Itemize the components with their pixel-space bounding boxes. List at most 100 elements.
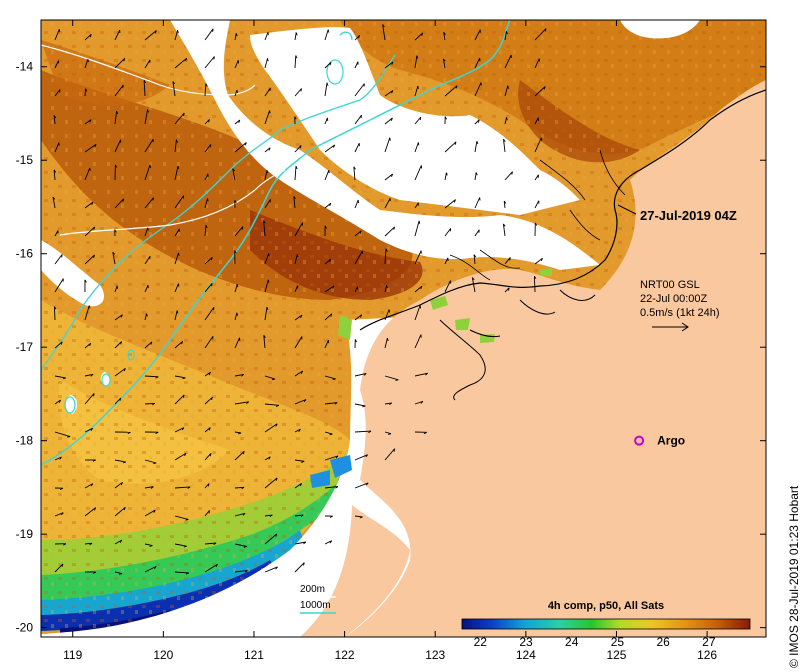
current-vector-head: [303, 562, 305, 566]
current-vector: [144, 543, 153, 547]
current-vector-head: [507, 287, 510, 291]
current-vector: [264, 58, 268, 69]
current-vector-head: [58, 399, 62, 403]
current-vector-head: [52, 196, 56, 200]
current-vector: [204, 427, 211, 433]
current-vector: [444, 257, 449, 265]
current-vector: [504, 257, 511, 265]
current-vector: [534, 137, 542, 153]
current-vector: [234, 119, 241, 125]
current-vector-head: [211, 397, 213, 401]
current-vector-head: [153, 509, 156, 513]
current-vector: [534, 28, 547, 41]
current-vector: [324, 258, 331, 265]
current-vector-head: [359, 516, 363, 519]
current-vector: [53, 306, 56, 321]
current-vector-head: [386, 337, 389, 342]
current-vector: [414, 116, 422, 125]
current-vector: [174, 57, 187, 69]
current-vector: [234, 486, 245, 489]
current-vector-head: [303, 399, 307, 403]
lat-tick-label: -17: [16, 340, 34, 354]
current-vector-head: [543, 86, 546, 90]
current-vector: [54, 254, 63, 265]
current-vector: [414, 305, 421, 321]
lat-tick-label: -19: [16, 527, 34, 541]
current-vector: [54, 375, 66, 379]
current-vector-head: [267, 58, 269, 62]
contour-reef-2: [64, 396, 76, 414]
current-vector: [144, 164, 151, 181]
current-vector: [114, 397, 122, 405]
current-vector-head: [187, 486, 191, 489]
colorbar-tick-label: 23: [519, 635, 533, 649]
current-vector: [324, 170, 330, 181]
current-vector-head: [67, 436, 71, 438]
current-vector: [114, 506, 126, 517]
current-vector-head: [453, 199, 456, 203]
current-vector: [443, 32, 446, 41]
current-vector: [534, 200, 540, 209]
current-vector: [84, 393, 95, 405]
current-vector-head: [368, 430, 372, 434]
current-vector: [384, 117, 393, 125]
current-vector-head: [391, 173, 394, 177]
current-vector: [84, 507, 96, 517]
current-vector: [324, 402, 338, 405]
argo-label: Argo: [657, 434, 685, 448]
lon-tick-label: 126: [697, 648, 717, 662]
current-vector: [234, 33, 237, 41]
current-vector: [354, 230, 362, 237]
current-vector-head: [353, 166, 356, 170]
current-vector-head: [207, 198, 209, 202]
current-vector: [324, 313, 333, 321]
map-border: [40, 19, 767, 638]
current-vector: [204, 173, 209, 181]
current-vector-head: [154, 566, 157, 570]
current-vector-head: [503, 223, 506, 227]
current-vector: [144, 30, 157, 41]
current-vector-head: [295, 55, 298, 59]
current-vector: [114, 29, 121, 41]
current-vector-head: [150, 341, 153, 345]
current-vector: [174, 165, 179, 181]
current-vector: [234, 337, 240, 349]
current-vector-head: [210, 257, 213, 261]
current-vector-head: [90, 428, 93, 432]
current-vector: [52, 196, 56, 209]
colorbar-tick-label: 22: [474, 635, 488, 649]
current-vector-head: [208, 119, 210, 123]
current-vector: [354, 250, 363, 265]
current-vector-head: [503, 200, 507, 204]
current-vector: [234, 373, 244, 377]
current-vector-head: [269, 110, 271, 114]
current-vector: [534, 58, 540, 69]
current-vector-head: [300, 514, 304, 518]
current-vector-head: [327, 29, 330, 33]
timestamp-pointer: [617, 204, 637, 215]
current-vector: [204, 563, 218, 573]
current-vector: [54, 512, 64, 517]
current-vector: [114, 84, 124, 97]
current-vector: [414, 32, 424, 41]
current-vector: [174, 112, 185, 125]
current-vector-head: [87, 59, 89, 63]
current-vector: [204, 510, 210, 517]
current-vector-head: [358, 35, 360, 39]
current-vector: [294, 55, 297, 69]
current-vector: [354, 430, 372, 433]
current-vector: [474, 57, 481, 69]
current-vector: [354, 114, 362, 125]
lon-tick-label: 120: [153, 648, 173, 662]
current-vector-head: [390, 117, 393, 121]
current-vector-head: [92, 571, 97, 574]
current-vector-head: [244, 570, 248, 573]
current-vector-head: [205, 83, 208, 87]
current-vector: [144, 227, 149, 237]
current-vector: [324, 340, 329, 349]
current-vector-head: [114, 229, 117, 233]
current-vector-head: [395, 379, 399, 381]
current-vector-head: [301, 460, 305, 463]
colorbar-tick-label: 26: [656, 635, 670, 649]
current-vector: [414, 142, 419, 153]
